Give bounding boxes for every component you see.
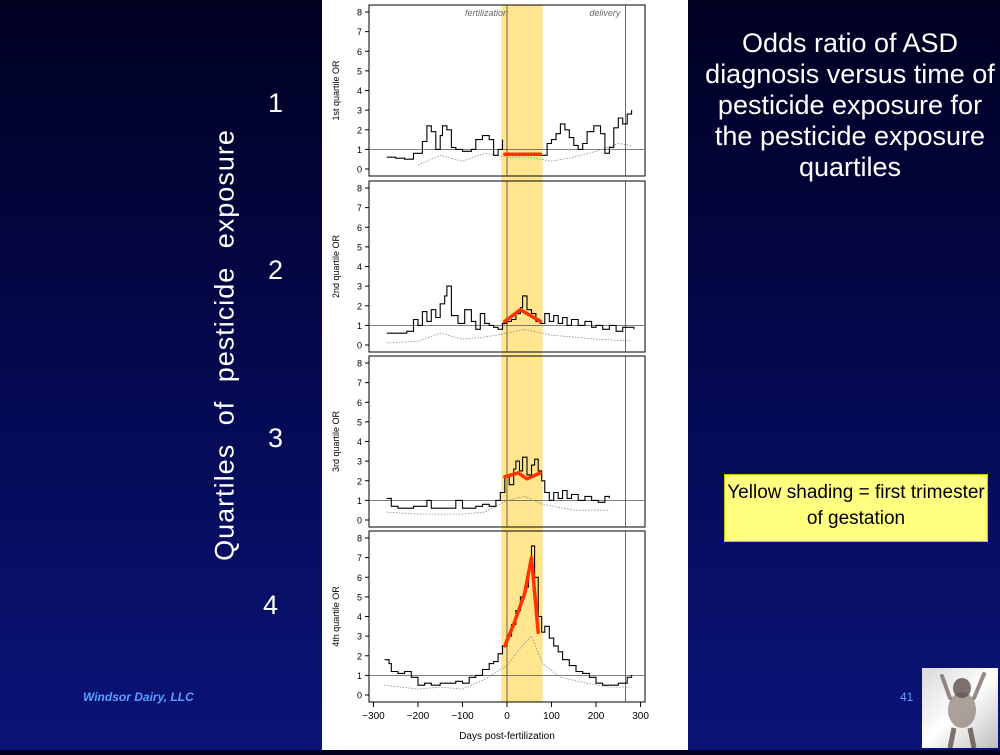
trend-highlight-line xyxy=(503,555,540,648)
footer-company: Windsor Dairy, LLC xyxy=(83,690,194,704)
y-tick-label: 2 xyxy=(357,125,362,135)
x-tick-label: 200 xyxy=(588,711,605,722)
page-number: 41 xyxy=(900,690,914,704)
odds-ratio-line xyxy=(384,545,633,686)
y-tick-label: 4 xyxy=(357,437,362,447)
y-tick-label: 6 xyxy=(357,573,362,583)
quartile-number-4: 4 xyxy=(263,590,279,620)
y-tick-label: 0 xyxy=(357,165,362,175)
ci-lower-line xyxy=(386,495,610,515)
x-tick-label: −200 xyxy=(407,711,430,722)
y-tick-label: 8 xyxy=(357,359,362,369)
y-axis-label: 4th quartile OR xyxy=(331,586,341,647)
ci-lower-line xyxy=(384,635,632,690)
x-tick-label: 100 xyxy=(543,711,560,722)
y-tick-label: 7 xyxy=(357,203,362,213)
slide-title: Odds ratio of ASD diagnosis versus time … xyxy=(705,28,995,182)
y-tick-label: 2 xyxy=(357,476,362,486)
odds-ratio-line-after xyxy=(540,110,633,156)
y-tick-label: 1 xyxy=(357,145,362,155)
marker-label-delivery: delivery xyxy=(589,8,621,18)
y-tick-label: 5 xyxy=(357,242,362,252)
quartile-number-1: 1 xyxy=(268,88,284,118)
marker-label-fertilization: fertilization xyxy=(465,8,508,18)
odds-ratio-line xyxy=(386,125,504,160)
y-tick-label: 8 xyxy=(357,184,362,194)
y-tick-label: 3 xyxy=(357,632,362,642)
y-tick-label: 2 xyxy=(357,301,362,311)
x-tick-label: −300 xyxy=(362,711,385,722)
ci-lower-line xyxy=(386,328,632,344)
quartile-number-3: 3 xyxy=(268,423,284,453)
y-tick-label: 1 xyxy=(357,496,362,506)
y-tick-label: 3 xyxy=(357,106,362,116)
odds-ratio-line xyxy=(386,456,610,509)
odds-ratio-chart: 0 1 2 3 4 5 6 7 8 1st quartile OR fertilization del… xyxy=(331,4,649,742)
y-tick-label: 8 xyxy=(357,8,362,18)
trend-highlight-line xyxy=(503,307,543,324)
y-tick-label: 3 xyxy=(357,457,362,467)
y-tick-label: 7 xyxy=(357,378,362,388)
y-tick-label: 0 xyxy=(357,341,362,351)
x-tick-label: −100 xyxy=(451,711,474,722)
y-tick-label: 4 xyxy=(357,262,362,272)
y-axis-label: 1st quartile OR xyxy=(331,60,341,121)
y-axis-label: 2nd quartile OR xyxy=(331,234,341,298)
y-tick-label: 6 xyxy=(357,398,362,408)
shading-note: Yellow shading = first trimester of gest… xyxy=(724,474,988,542)
y-tick-label: 1 xyxy=(357,671,362,681)
y-tick-label: 7 xyxy=(357,27,362,37)
y-tick-label: 6 xyxy=(357,47,362,57)
x-tick-label: 300 xyxy=(632,711,649,722)
y-tick-label: 4 xyxy=(357,86,362,96)
y-tick-label: 5 xyxy=(357,66,362,76)
x-axis-label: Days post-fertilization xyxy=(459,731,555,742)
y-tick-label: 4 xyxy=(357,612,362,622)
chart-panel: 0 1 2 3 4 5 6 7 8 1st quartile OR fertilization del… xyxy=(322,0,688,750)
decorative-photo xyxy=(922,668,998,748)
y-axis-group-label: Quartiles of pesticide exposure xyxy=(209,129,240,561)
odds-ratio-line xyxy=(386,285,635,334)
trend-highlight-line xyxy=(503,471,543,481)
ci-lower-line xyxy=(417,143,632,166)
y-axis-label: 3rd quartile OR xyxy=(331,410,341,472)
x-tick-label: 0 xyxy=(504,711,510,722)
y-tick-label: 6 xyxy=(357,223,362,233)
y-tick-label: 5 xyxy=(357,417,362,427)
y-tick-label: 5 xyxy=(357,592,362,602)
y-tick-label: 8 xyxy=(357,534,362,544)
y-tick-label: 0 xyxy=(357,691,362,701)
y-tick-label: 0 xyxy=(357,516,362,526)
quartile-number-2: 2 xyxy=(268,255,284,285)
y-tick-label: 2 xyxy=(357,651,362,661)
y-tick-label: 7 xyxy=(357,553,362,563)
y-tick-label: 3 xyxy=(357,282,362,292)
y-tick-label: 1 xyxy=(357,321,362,331)
figure-icon xyxy=(940,672,986,748)
